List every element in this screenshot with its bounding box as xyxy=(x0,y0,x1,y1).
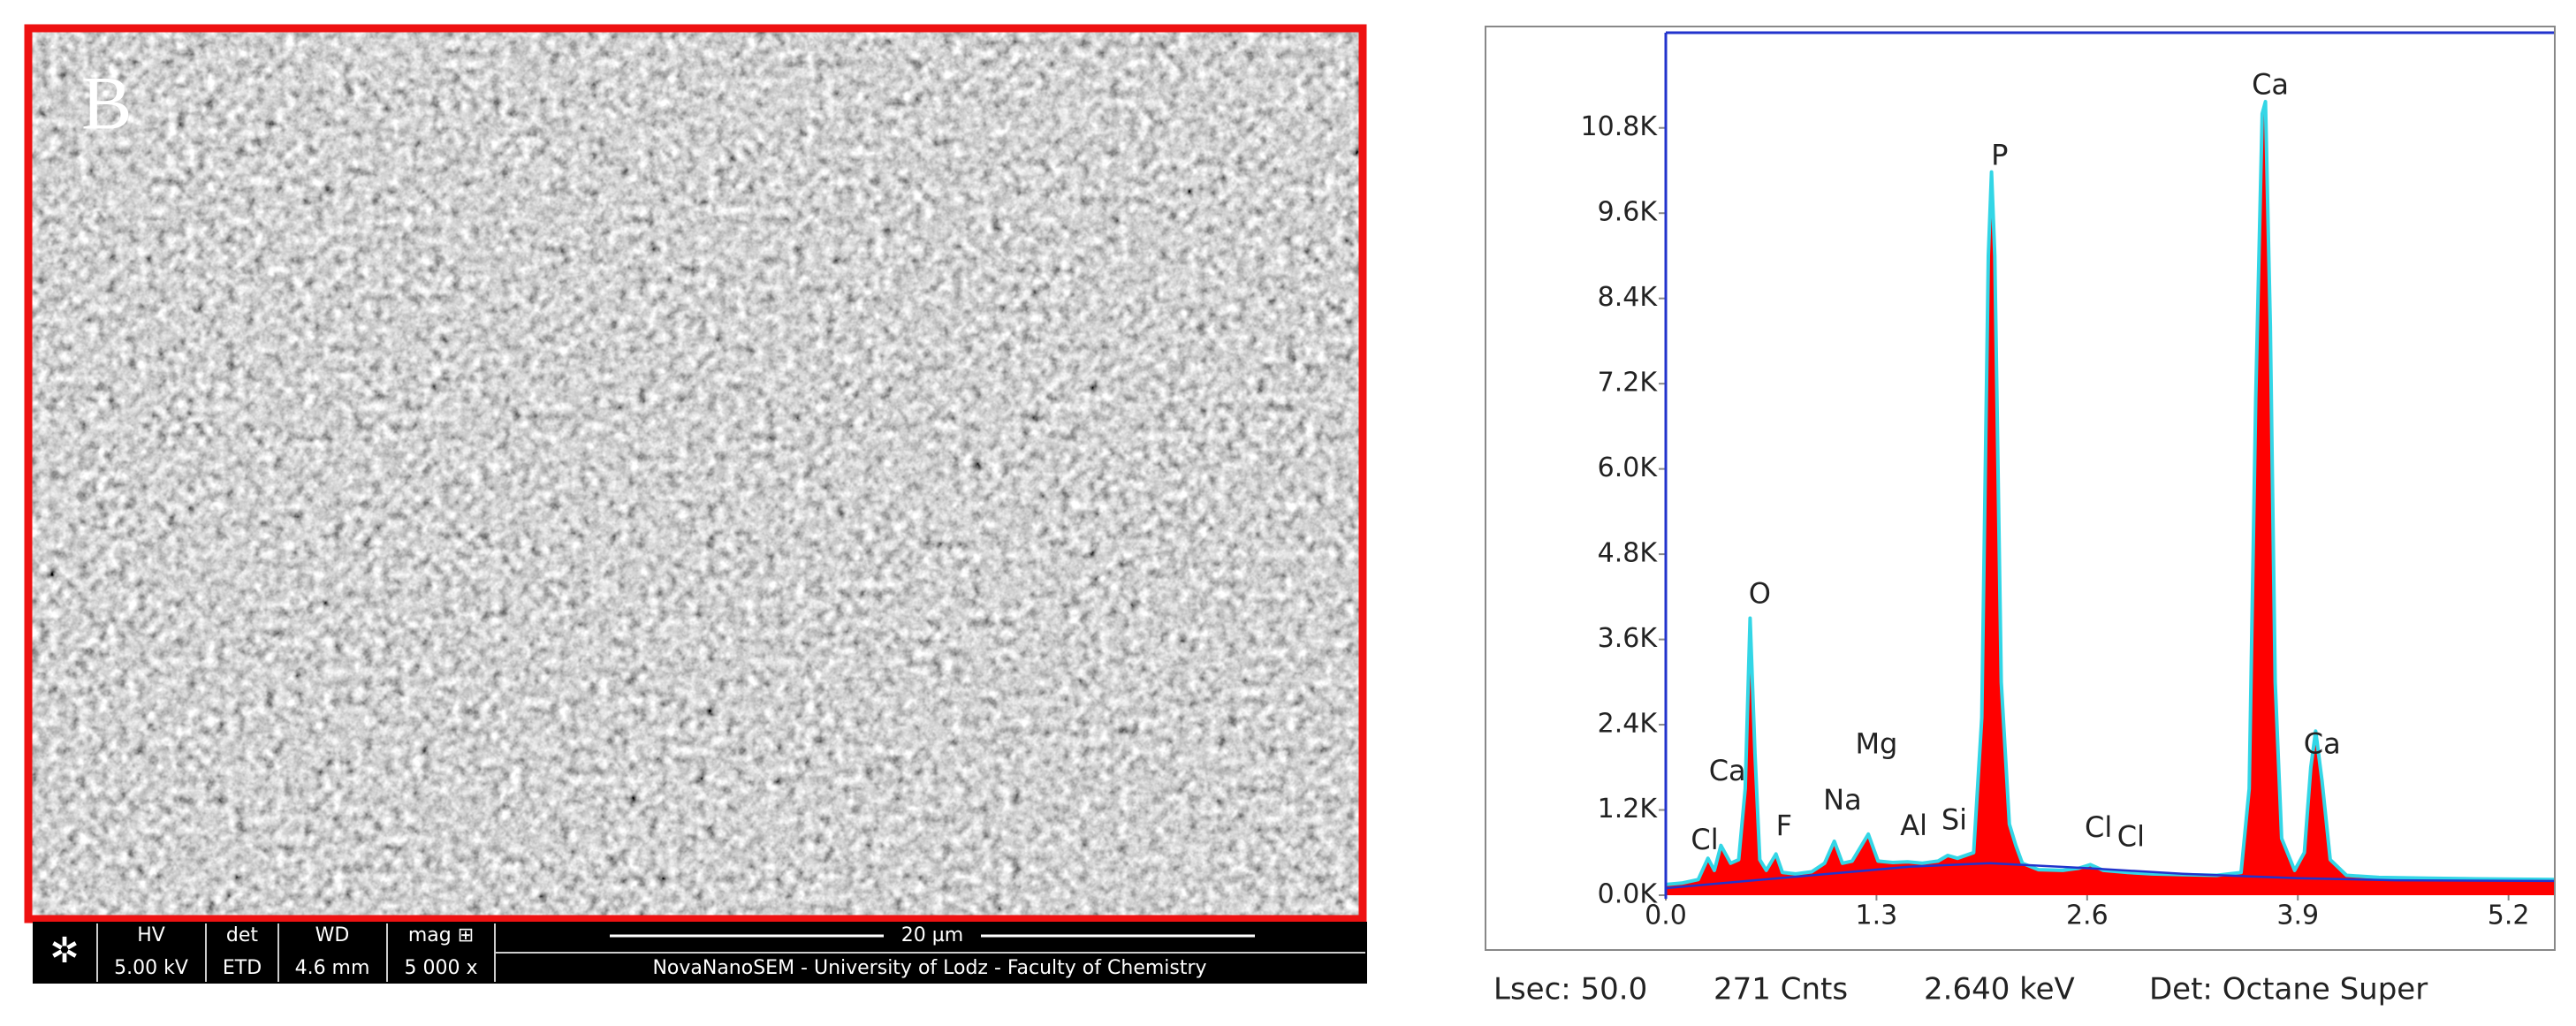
peak-label: Ca xyxy=(2252,67,2289,101)
x-tick-label: 1.3 xyxy=(1856,901,1898,931)
y-tick-label: 4.8K xyxy=(1598,538,1659,569)
peak-label: P xyxy=(1991,139,2008,172)
mag-value: 5 000 x xyxy=(405,957,478,979)
spectrum-fill xyxy=(1666,102,2554,895)
det-label: det xyxy=(226,924,259,946)
mag-label: mag ⊞ xyxy=(408,924,474,946)
info-dividers xyxy=(96,923,1365,982)
y-tick-label: 10.8K xyxy=(1581,111,1659,142)
wd-value: 4.6 mm xyxy=(295,957,370,979)
hv-label: HV xyxy=(137,924,165,946)
y-tick-label: 1.2K xyxy=(1598,794,1659,825)
x-tick-label: 5.2 xyxy=(2488,901,2530,931)
status-text: Det: Octane Super xyxy=(2149,972,2428,1007)
panel-label: B xyxy=(81,61,132,146)
logo-icon: ✲ xyxy=(49,931,80,971)
y-tick-label: 2.4K xyxy=(1598,709,1659,740)
caption: NovaNanoSEM - University of Lodz - Facul… xyxy=(652,957,1206,979)
peak-label: Si xyxy=(1941,802,1967,836)
y-tick-label: 0.0K xyxy=(1598,879,1659,910)
peak-label: Ca xyxy=(1709,754,1746,787)
y-tick-label: 6.0K xyxy=(1598,452,1659,483)
y-tick-label: 3.6K xyxy=(1598,623,1659,654)
scale-label: 20 µm xyxy=(901,924,963,946)
sem-image xyxy=(30,30,1361,917)
scale-gap xyxy=(884,924,981,947)
peak-label: Na xyxy=(1823,783,1862,817)
y-tick-label: 8.4K xyxy=(1598,282,1659,313)
spectrum-frame xyxy=(1485,26,2556,951)
peak-label: Cl xyxy=(1691,823,1718,856)
panel-border xyxy=(24,24,1367,923)
sem-panel: B ✲ HV 5.00 kV det ETD WD 4.6 mm mag ⊞ 5… xyxy=(24,24,1367,984)
spectrum-line xyxy=(1665,100,2555,886)
hv-value: 5.00 kV xyxy=(114,957,188,979)
x-tick-label: 0.0 xyxy=(1645,901,1687,931)
y-tick-label: 7.2K xyxy=(1598,368,1659,399)
status-text: 271 Cnts xyxy=(1714,972,1848,1007)
peak-label: Mg xyxy=(1855,726,1897,760)
wd-label: WD xyxy=(315,924,350,946)
x-tick-label: 3.9 xyxy=(2276,901,2319,931)
y-tick-label: 9.6K xyxy=(1598,197,1659,228)
peak-label: Cl xyxy=(2117,820,2145,854)
status-text: 2.640 keV xyxy=(1924,972,2075,1007)
peak-label: Al xyxy=(1900,809,1927,842)
background-line xyxy=(1665,862,2555,890)
peak-label: Ca xyxy=(2304,726,2341,760)
x-tick-label: 2.6 xyxy=(2066,901,2109,931)
peak-label: O xyxy=(1749,577,1771,611)
status-text: Lsec: 50.0 xyxy=(1493,972,1647,1007)
det-value: ETD xyxy=(223,957,262,979)
peak-label: F xyxy=(1776,809,1792,842)
spectrum-plot: 0.0K 1.2K 2.4K 3.6K 4.8K 6.0K 7.2K 8.4K 9.6K 10.8… xyxy=(1493,31,2555,1007)
peak-label: Cl xyxy=(2085,810,2112,844)
